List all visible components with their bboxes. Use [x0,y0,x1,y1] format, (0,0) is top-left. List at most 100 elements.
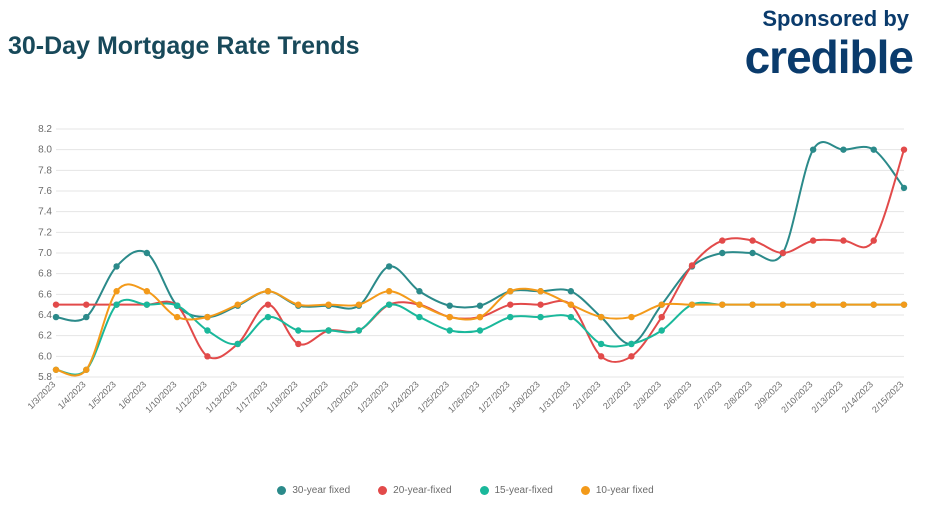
series-marker [901,146,907,152]
series-marker [356,301,362,307]
series-marker [144,288,150,294]
svg-text:2/7/2023: 2/7/2023 [692,379,724,411]
series-marker [871,237,877,243]
svg-text:1/10/2023: 1/10/2023 [143,379,178,414]
series-marker [477,303,483,309]
series-marker [447,303,453,309]
svg-text:7.0: 7.0 [38,248,52,259]
svg-text:6.2: 6.2 [38,331,52,342]
series-marker [598,341,604,347]
series-marker [113,301,119,307]
svg-text:2/3/2023: 2/3/2023 [631,379,663,411]
series-marker [83,301,89,307]
legend-label: 20-year-fixed [393,485,451,496]
series-marker [144,250,150,256]
series-marker [689,262,695,268]
series-marker [840,237,846,243]
svg-text:8.2: 8.2 [38,124,52,135]
svg-text:1/25/2023: 1/25/2023 [416,379,451,414]
sponsor-label: Sponsored by [762,6,909,32]
svg-text:1/5/2023: 1/5/2023 [86,379,118,411]
series-marker [749,301,755,307]
series-marker [659,301,665,307]
series-marker [568,288,574,294]
series-marker [356,327,362,333]
series-marker [659,314,665,320]
series-marker [810,146,816,152]
svg-text:1/30/2023: 1/30/2023 [507,379,542,414]
series-marker [386,301,392,307]
svg-text:1/27/2023: 1/27/2023 [476,379,511,414]
series-marker [780,301,786,307]
series-marker [204,327,210,333]
series-marker [265,288,271,294]
series-marker [386,288,392,294]
svg-text:6.0: 6.0 [38,351,52,362]
y-axis-ticks: 5.86.06.26.46.66.87.07.27.47.67.88.08.2 [38,124,52,383]
series-marker [749,250,755,256]
svg-text:2/13/2023: 2/13/2023 [809,379,844,414]
series-marker [447,314,453,320]
series-marker [598,314,604,320]
legend-dot [378,486,387,495]
svg-text:1/4/2023: 1/4/2023 [56,379,88,411]
legend-label: 15-year-fixed [495,485,553,496]
legend-dot [277,486,286,495]
svg-text:2/8/2023: 2/8/2023 [722,379,754,411]
series-marker [447,327,453,333]
svg-text:2/14/2023: 2/14/2023 [840,379,875,414]
series-marker [265,314,271,320]
series-marker [780,250,786,256]
series-marker [507,288,513,294]
series-marker [53,314,59,320]
x-axis-ticks: 1/3/20231/4/20231/5/20231/6/20231/10/202… [26,379,906,414]
series-marker [416,314,422,320]
series-marker [568,301,574,307]
svg-text:6.4: 6.4 [38,310,52,321]
series-marker [507,301,513,307]
series-marker [113,263,119,269]
series-marker [204,314,210,320]
svg-text:1/3/2023: 1/3/2023 [26,379,58,411]
series-marker [235,341,241,347]
chart-plot-area: 5.86.06.26.46.66.87.07.27.47.67.88.08.21… [32,125,910,425]
series-marker [174,314,180,320]
series-marker [295,327,301,333]
series-marker [810,301,816,307]
chart-legend: 30-year fixed 20-year-fixed 15-year-fixed 1… [0,485,931,496]
svg-text:1/13/2023: 1/13/2023 [204,379,239,414]
legend-label: 10-year fixed [596,485,654,496]
legend-item: 10-year fixed [581,485,654,496]
svg-text:7.6: 7.6 [38,186,52,197]
series-marker [295,301,301,307]
series-marker [325,301,331,307]
svg-text:1/17/2023: 1/17/2023 [234,379,269,414]
series-marker [901,185,907,191]
chart-svg: 5.86.06.26.46.66.87.07.27.47.67.88.08.21… [32,125,910,425]
svg-text:6.8: 6.8 [38,269,52,280]
series-marker [325,327,331,333]
legend-dot [480,486,489,495]
svg-text:1/18/2023: 1/18/2023 [264,379,299,414]
legend-label: 30-year fixed [292,485,350,496]
svg-text:6.6: 6.6 [38,289,52,300]
series-marker [507,314,513,320]
series-marker [598,353,604,359]
series-marker [628,353,634,359]
sponsor-logo: credible [745,30,913,84]
svg-text:1/12/2023: 1/12/2023 [173,379,208,414]
svg-text:7.8: 7.8 [38,165,52,176]
series-marker [53,367,59,373]
series-marker [628,314,634,320]
series-marker [901,301,907,307]
series-marker [719,250,725,256]
legend-item: 30-year fixed [277,485,350,496]
series-marker [810,237,816,243]
chart-title: 30-Day Mortgage Rate Trends [8,32,360,61]
legend-item: 15-year-fixed [480,485,553,496]
series-marker [628,341,634,347]
series-marker [416,301,422,307]
svg-text:1/19/2023: 1/19/2023 [295,379,330,414]
series-marker [83,314,89,320]
svg-text:8.0: 8.0 [38,145,52,156]
